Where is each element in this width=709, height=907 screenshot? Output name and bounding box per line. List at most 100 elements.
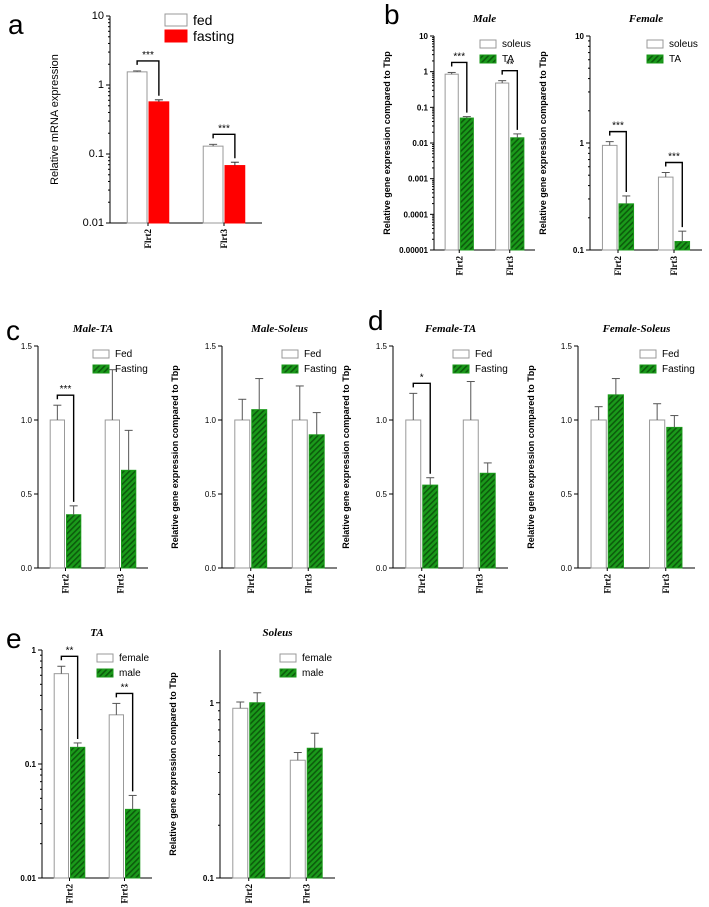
legend-label-fed: Fed (662, 349, 679, 360)
y-axis-label: Relative gene expression compared to Tbp (341, 365, 351, 549)
y-axis-label: Relative gene expression compared to Tbp (168, 672, 178, 856)
bar-flrt2-fasting (251, 409, 268, 569)
y-tick-label: 1 (98, 79, 104, 91)
y-tick-label: 1.0 (205, 416, 217, 425)
bar-flrt2-soleus (444, 73, 459, 251)
bar-flrt2-soleus (601, 144, 618, 251)
significance-bracket (412, 382, 431, 474)
y-tick-label: 0.1 (203, 874, 215, 883)
bar-flrt3-female (108, 714, 124, 879)
legend-label-female: female (302, 653, 332, 664)
bar-flrt3-fasting (666, 426, 683, 569)
legend-swatch-fasting (92, 364, 110, 374)
x-tick-label: Flrt2 (417, 574, 427, 594)
bar-flrt3-fasting (224, 165, 246, 224)
x-tick-label: Flrt2 (613, 256, 623, 276)
y-tick-label: 1 (424, 68, 429, 77)
legend-swatch-fasting (639, 364, 657, 374)
legend-label-female: female (119, 653, 149, 664)
bar-flrt2-fed (234, 419, 251, 569)
significance-bracket (136, 60, 160, 96)
legend-label-male: male (119, 668, 141, 679)
x-tick-label: Flrt3 (669, 256, 679, 276)
chart-a: 0.01 0.1 1 10 Relative mRNA expression Flrt2 *… (49, 10, 262, 249)
chart-e2: 0.1 1 Relative gene expression compared to… (168, 627, 335, 904)
bar-flrt2-male (249, 702, 266, 879)
x-tick-label: Flrt2 (65, 884, 75, 904)
legend-label-soleus: soleus (502, 39, 531, 50)
panel-letter-d: d (368, 305, 384, 336)
y-tick-label: 0.1 (89, 148, 104, 160)
chart-c2: 0.0 0.5 1.0 1.5 Relative gene expression com… (170, 323, 337, 594)
x-tick-label: Flrt3 (219, 229, 229, 249)
bar-flrt3-ta (510, 137, 525, 251)
chart-title: Male (472, 13, 496, 25)
bar-flrt3-fed (649, 419, 666, 569)
y-tick-label: 1.5 (21, 342, 33, 351)
bar-flrt2-fasting (607, 394, 624, 569)
bar-flrt3-male (125, 808, 141, 879)
x-tick-label: Flrt3 (505, 256, 515, 276)
y-tick-label: 1.5 (205, 342, 217, 351)
bar-flrt3-soleus (495, 82, 510, 251)
y-tick-label: 1.0 (376, 416, 388, 425)
legend-swatch-ta (646, 54, 664, 64)
y-axis-label: Relative gene expression compared to Tbp (538, 51, 548, 235)
y-tick-label: 1.5 (376, 342, 388, 351)
chart-d1: 0.0 0.5 1.0 1.5 Relative gene expression com… (341, 323, 508, 594)
bar-flrt2-fed (49, 419, 66, 569)
legend-swatch-fed (452, 349, 470, 359)
bar-flrt3-fasting (479, 472, 496, 569)
y-tick-label: 0.1 (417, 103, 429, 112)
x-tick-label: Flrt3 (301, 884, 311, 904)
significance-label: *** (142, 50, 154, 61)
significance-bracket (665, 161, 683, 228)
y-tick-label: 1.5 (561, 342, 573, 351)
significance-label: *** (668, 152, 680, 163)
y-tick-label: 1.0 (561, 416, 573, 425)
bar-flrt3-fasting (308, 434, 325, 569)
legend-label-fasting: fasting (193, 28, 234, 44)
legend-swatch-female (96, 653, 114, 663)
y-tick-label: 0.00001 (399, 246, 428, 255)
panel-letter-c: c (6, 315, 20, 346)
legend-swatch-male (96, 668, 114, 678)
significance-bracket (212, 133, 236, 159)
x-tick-label: Flrt3 (474, 574, 484, 594)
significance-bracket (501, 69, 519, 130)
bar-flrt2-fed (405, 419, 422, 569)
significance-label: *** (453, 51, 465, 62)
y-tick-label: 0.0001 (404, 210, 429, 219)
x-tick-label: Flrt2 (61, 574, 71, 594)
significance-label: *** (218, 123, 230, 134)
y-tick-label: 1 (580, 139, 585, 148)
bar-flrt3-fed (291, 419, 308, 569)
legend-label-fasting: Fasting (662, 364, 695, 375)
x-tick-label: Flrt2 (246, 574, 256, 594)
bar-flrt3-male (306, 747, 323, 879)
x-tick-label: Flrt2 (143, 229, 153, 249)
chart-title: Female-Soleus (602, 323, 671, 335)
significance-bracket (56, 394, 75, 502)
y-axis-label: Relative mRNA expression (49, 54, 61, 185)
y-tick-label: 1 (32, 646, 37, 655)
significance-label: ** (506, 60, 514, 71)
bar-flrt3-soleus (657, 176, 674, 251)
legend-swatch-fed (92, 349, 110, 359)
y-tick-label: 0.01 (412, 139, 428, 148)
y-tick-label: 0.0 (21, 564, 33, 573)
panel-letter-a: a (8, 9, 24, 40)
legend-label-fasting: Fasting (304, 364, 337, 375)
bar-flrt2-ta (459, 117, 474, 251)
y-axis-label: Relative gene expression compared to Tbp (382, 51, 392, 235)
legend-label-fasting: Fasting (475, 364, 508, 375)
chart-title: Soleus (263, 627, 293, 639)
bar-flrt3-fed (462, 419, 479, 569)
y-tick-label: 0.001 (408, 175, 429, 184)
legend-swatch-male (279, 668, 297, 678)
bar-flrt3-fed (202, 145, 224, 224)
significance-label: ** (66, 645, 74, 656)
x-tick-label: Flrt2 (244, 884, 254, 904)
y-tick-label: 0.5 (21, 490, 33, 499)
y-tick-label: 0.5 (561, 490, 573, 499)
